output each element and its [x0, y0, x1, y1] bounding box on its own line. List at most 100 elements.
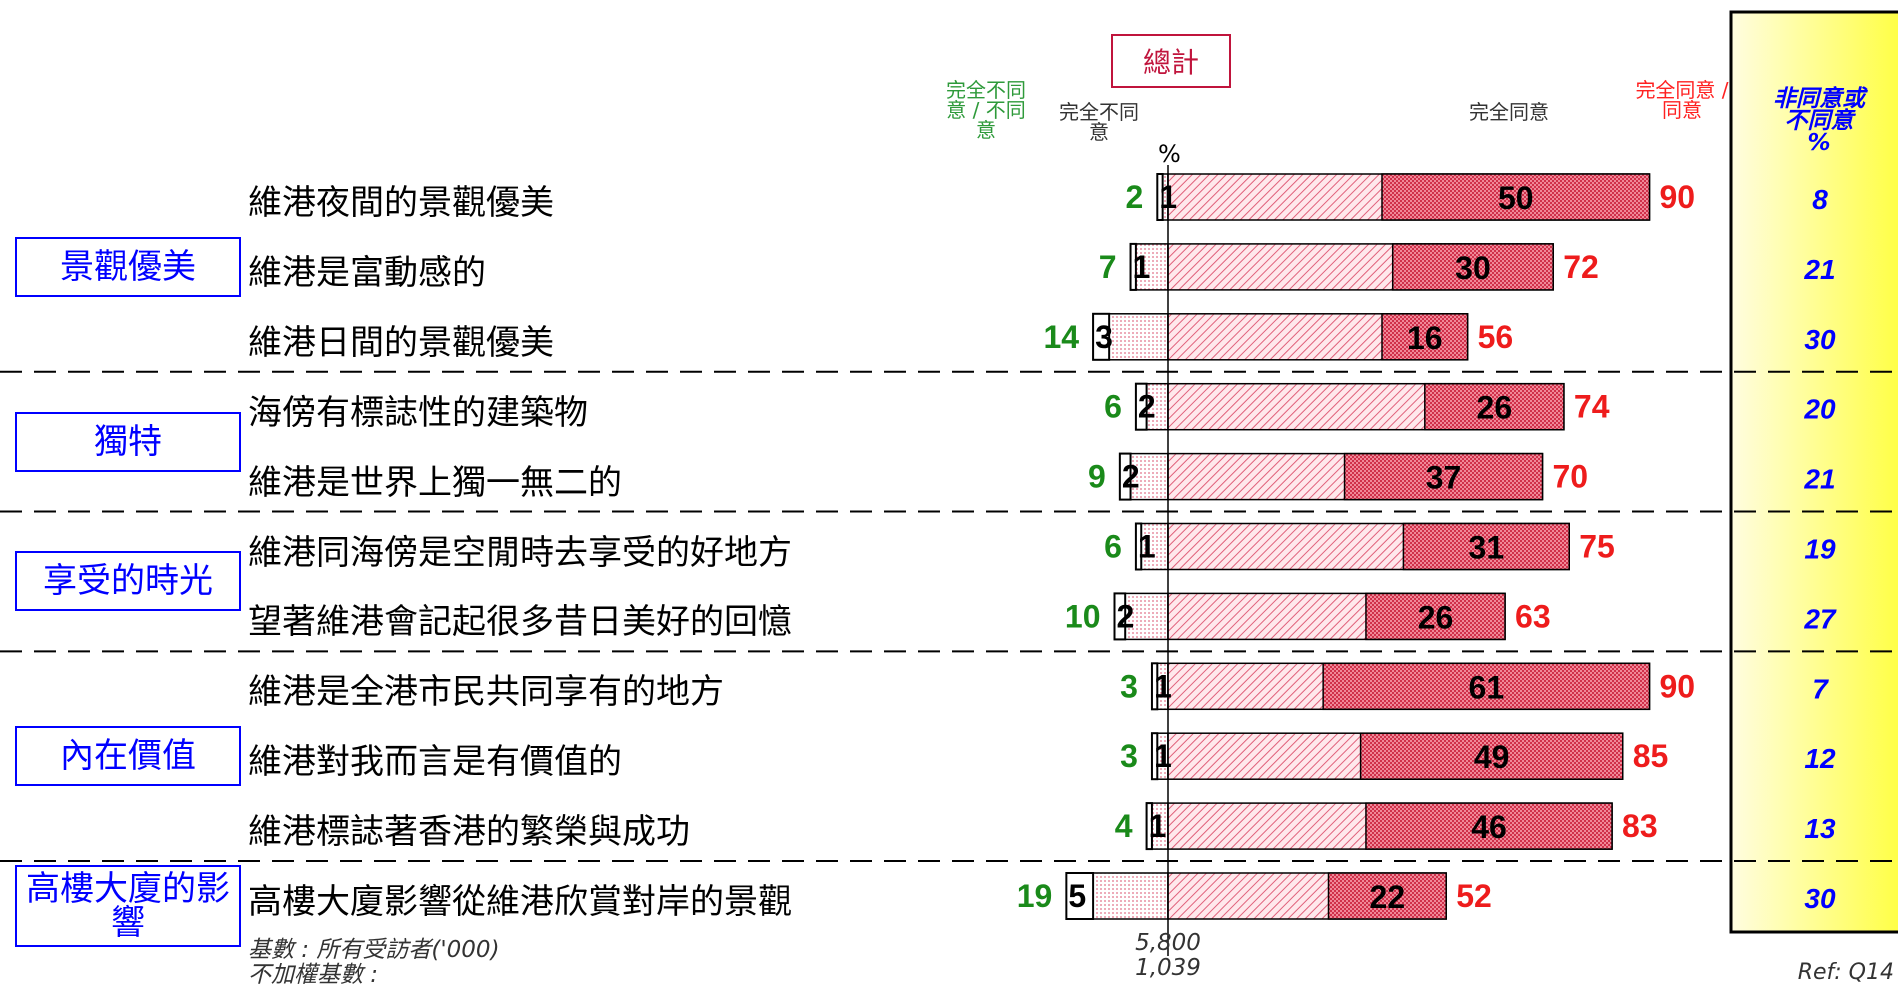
bar-strongly-disagree [1065, 872, 1095, 920]
value-label: 85 [1633, 738, 1669, 774]
value-label: 70 [1553, 459, 1589, 495]
value-label: 27 [1803, 603, 1837, 634]
row-label: 維港對我而言是有價值的 [248, 742, 622, 783]
value-label: 30 [1455, 250, 1491, 286]
row-label: 維港同海傍是空閒時去享受的好地方 [248, 532, 792, 573]
value-label: 3 [1120, 738, 1138, 774]
value-label: 6 [1104, 389, 1122, 425]
value-label: 4 [1115, 808, 1133, 844]
bar-strongly-disagree [1134, 382, 1148, 431]
series-header: 非同意或不同意 % [1773, 86, 1865, 156]
row-label: 海傍有標誌性的建築物 [248, 392, 588, 433]
row-label: 高樓大廈影響從維港欣賞對岸的景觀 [248, 882, 792, 922]
bar-strongly-disagree [1113, 592, 1127, 641]
row-label: 維港是全港市民共同享有的地方 [248, 672, 724, 713]
bar-strongly-disagree [1118, 452, 1132, 501]
value-label: 5 [1068, 878, 1086, 914]
value-label: 1 [1133, 249, 1151, 285]
value-label: 6 [1104, 529, 1122, 565]
row-label: 維港是世界上獨一無二的 [248, 462, 622, 503]
value-label: 2 [1126, 179, 1144, 215]
value-label: 1 [1154, 668, 1172, 704]
value-label: 21 [1803, 464, 1835, 495]
value-label: 7 [1099, 249, 1117, 285]
bar-strongly-agree [1381, 173, 1651, 221]
row-label: 維港標誌著香港的繁榮與成功 [248, 812, 690, 853]
bar-strongly-agree [1327, 872, 1447, 920]
row-label: 維港夜間的景觀優美 [248, 183, 554, 223]
bar-strongly-disagree [1129, 242, 1137, 291]
unweighted-base-value: 1,039 [1135, 955, 1201, 981]
unweighted-base-label: 不加權基數 : [248, 962, 379, 986]
bar-strongly-agree [1402, 522, 1571, 571]
bar-strongly-agree [1365, 592, 1506, 641]
value-label: 19 [1804, 534, 1836, 565]
value-label: 72 [1563, 249, 1599, 285]
value-label: 14 [1044, 319, 1080, 355]
bar-strongly-agree [1391, 243, 1554, 291]
value-label: 90 [1660, 179, 1696, 215]
value-label: 46 [1471, 809, 1507, 845]
value-label: 50 [1498, 180, 1534, 216]
value-label: 7 [1812, 673, 1829, 704]
series-header: 完全不同意 / 不同意 [946, 78, 1026, 142]
value-label: 9 [1088, 459, 1106, 495]
value-label: 90 [1660, 668, 1696, 704]
value-label: 1 [1138, 529, 1156, 565]
value-label: 16 [1407, 320, 1443, 356]
group-label: 獨特 [15, 411, 241, 472]
value-label: 19 [1017, 878, 1053, 914]
value-label: 30 [1804, 324, 1836, 355]
value-label: 2 [1117, 598, 1135, 634]
unit-label: % [1158, 140, 1181, 168]
neutral-panel [1729, 10, 1898, 934]
bar-strongly-disagree [1134, 522, 1143, 571]
value-label: 20 [1803, 394, 1836, 425]
value-label: 26 [1418, 599, 1454, 635]
series-header: 完全不同意 [1059, 100, 1139, 144]
value-label: 3 [1095, 319, 1113, 355]
bar-strongly-agree [1322, 662, 1651, 711]
series-header: 完全同意 / 同意 [1635, 78, 1729, 122]
bar-strongly-agree [1381, 313, 1469, 361]
row-label: 維港是富動感的 [248, 252, 486, 293]
value-label: 30 [1804, 883, 1836, 914]
value-label: 31 [1469, 530, 1505, 566]
reference: Ref: Q14 [1797, 960, 1894, 985]
chart-title: 總計 [1111, 34, 1231, 88]
value-label: 1 [1154, 738, 1172, 774]
value-label: 74 [1574, 389, 1610, 425]
bar-strongly-agree [1359, 732, 1624, 780]
row-label: 望著維港會記起很多昔日美好的回憶 [248, 602, 792, 643]
value-label: 12 [1804, 743, 1836, 774]
value-label: 56 [1478, 319, 1514, 355]
value-label: 83 [1622, 808, 1658, 844]
value-label: 37 [1426, 460, 1462, 496]
value-label: 13 [1804, 813, 1836, 844]
bar-strongly-agree [1343, 452, 1544, 501]
series-header: 完全同意 [1469, 100, 1549, 124]
value-label: 75 [1579, 529, 1615, 565]
value-label: 2 [1122, 459, 1140, 495]
group-label: 景觀優美 [15, 236, 241, 297]
value-label: 2 [1138, 389, 1156, 425]
value-label: 3 [1120, 668, 1138, 704]
group-label: 內在價值 [15, 726, 241, 787]
bar-strongly-disagree [1145, 802, 1153, 851]
bar-strongly-agree [1424, 382, 1565, 431]
value-label: 49 [1474, 739, 1510, 775]
value-label: 1 [1149, 808, 1167, 844]
group-label: 享受的時光 [15, 551, 241, 612]
bar-strongly-disagree [1150, 732, 1159, 781]
value-label: 52 [1456, 878, 1492, 914]
value-label: 63 [1515, 598, 1551, 634]
base-label: 基數 : 所有受訪者('000) [248, 937, 500, 963]
group-label: 高樓大廈的影響 [15, 865, 241, 947]
value-label: 10 [1065, 598, 1101, 634]
bar-strongly-disagree [1092, 312, 1111, 361]
bar-strongly-disagree [1150, 662, 1159, 711]
bar-strongly-agree [1365, 802, 1613, 850]
row-label: 維港日間的景觀優美 [248, 322, 554, 363]
